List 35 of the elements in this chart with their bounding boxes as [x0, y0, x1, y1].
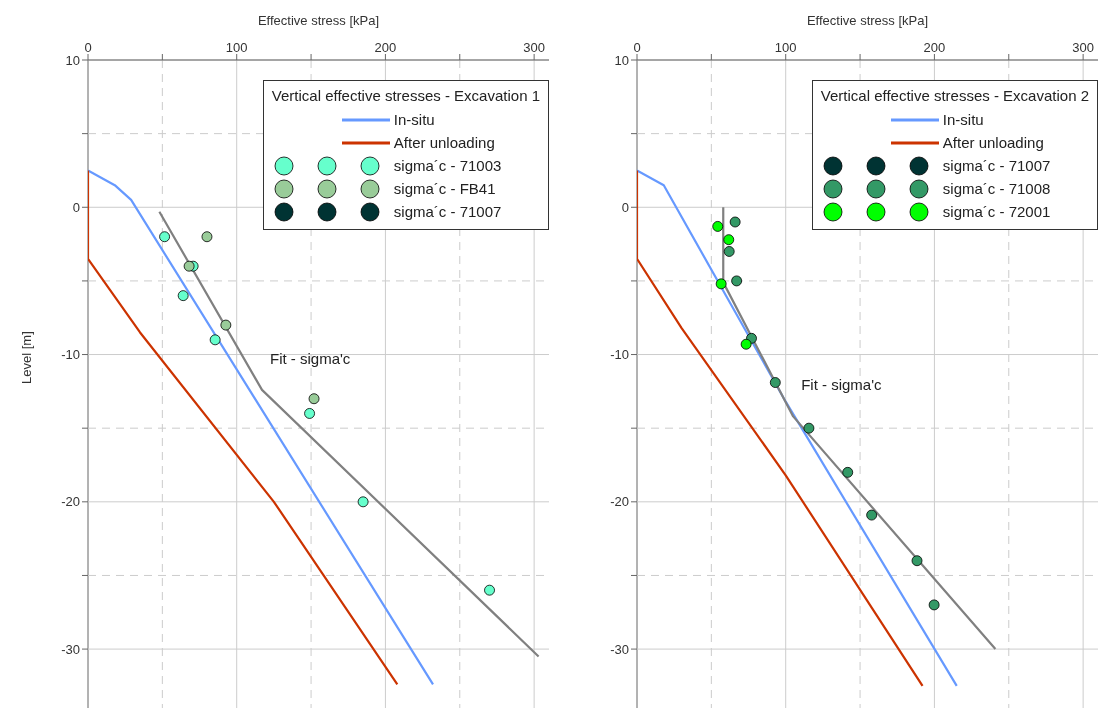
- y-tick-label: -20: [610, 494, 629, 510]
- y-tick-label: -20: [61, 494, 80, 510]
- y-tick-label: 0: [621, 199, 629, 215]
- annotation: Fit - sigma'c: [801, 376, 883, 394]
- legend-label: sigma´c - FB41: [393, 180, 496, 197]
- x-tick-label: 200: [374, 40, 397, 55]
- legend-label: sigma´c - 72001: [942, 203, 1051, 220]
- x-tick-label: 200: [923, 40, 946, 55]
- y-tick-label: 10: [65, 52, 80, 68]
- legend-label: sigma´c - 71007: [393, 203, 502, 220]
- x-axis-title: Effective stress [kPa]: [257, 13, 380, 29]
- y-tick-label: -10: [610, 347, 629, 363]
- x-tick-label: 300: [523, 40, 545, 55]
- y-tick-label: -30: [610, 641, 629, 657]
- y-axis-title: Level [m]: [18, 331, 34, 384]
- x-axis-title: Effective stress [kPa]: [806, 13, 929, 29]
- y-tick-label: 10: [614, 52, 629, 68]
- x-tick-label: 300: [1072, 40, 1094, 55]
- x-tick-label: 100: [774, 40, 797, 55]
- legend-label: In-situ: [942, 111, 984, 128]
- legend-label: sigma´c - 71003: [393, 157, 502, 174]
- legend-label: sigma´c - 71008: [942, 180, 1051, 197]
- y-tick-label: -30: [61, 641, 80, 657]
- legend-label: sigma´c - 71007: [942, 157, 1051, 174]
- x-tick-label: 0: [633, 40, 641, 55]
- legend-label: After unloading: [393, 134, 495, 151]
- y-tick-label: -10: [61, 347, 80, 363]
- legend-title: Vertical effective stresses - Excavation 2: [820, 87, 1089, 104]
- legend-label: After unloading: [942, 134, 1044, 151]
- legend-title: Vertical effective stresses - Excavation 1: [271, 87, 540, 104]
- legend-label: In-situ: [393, 111, 435, 128]
- x-tick-label: 100: [225, 40, 248, 55]
- y-tick-label: 0: [72, 199, 80, 215]
- x-tick-label: 0: [84, 40, 92, 55]
- annotation: Fit - sigma'c: [269, 349, 351, 367]
